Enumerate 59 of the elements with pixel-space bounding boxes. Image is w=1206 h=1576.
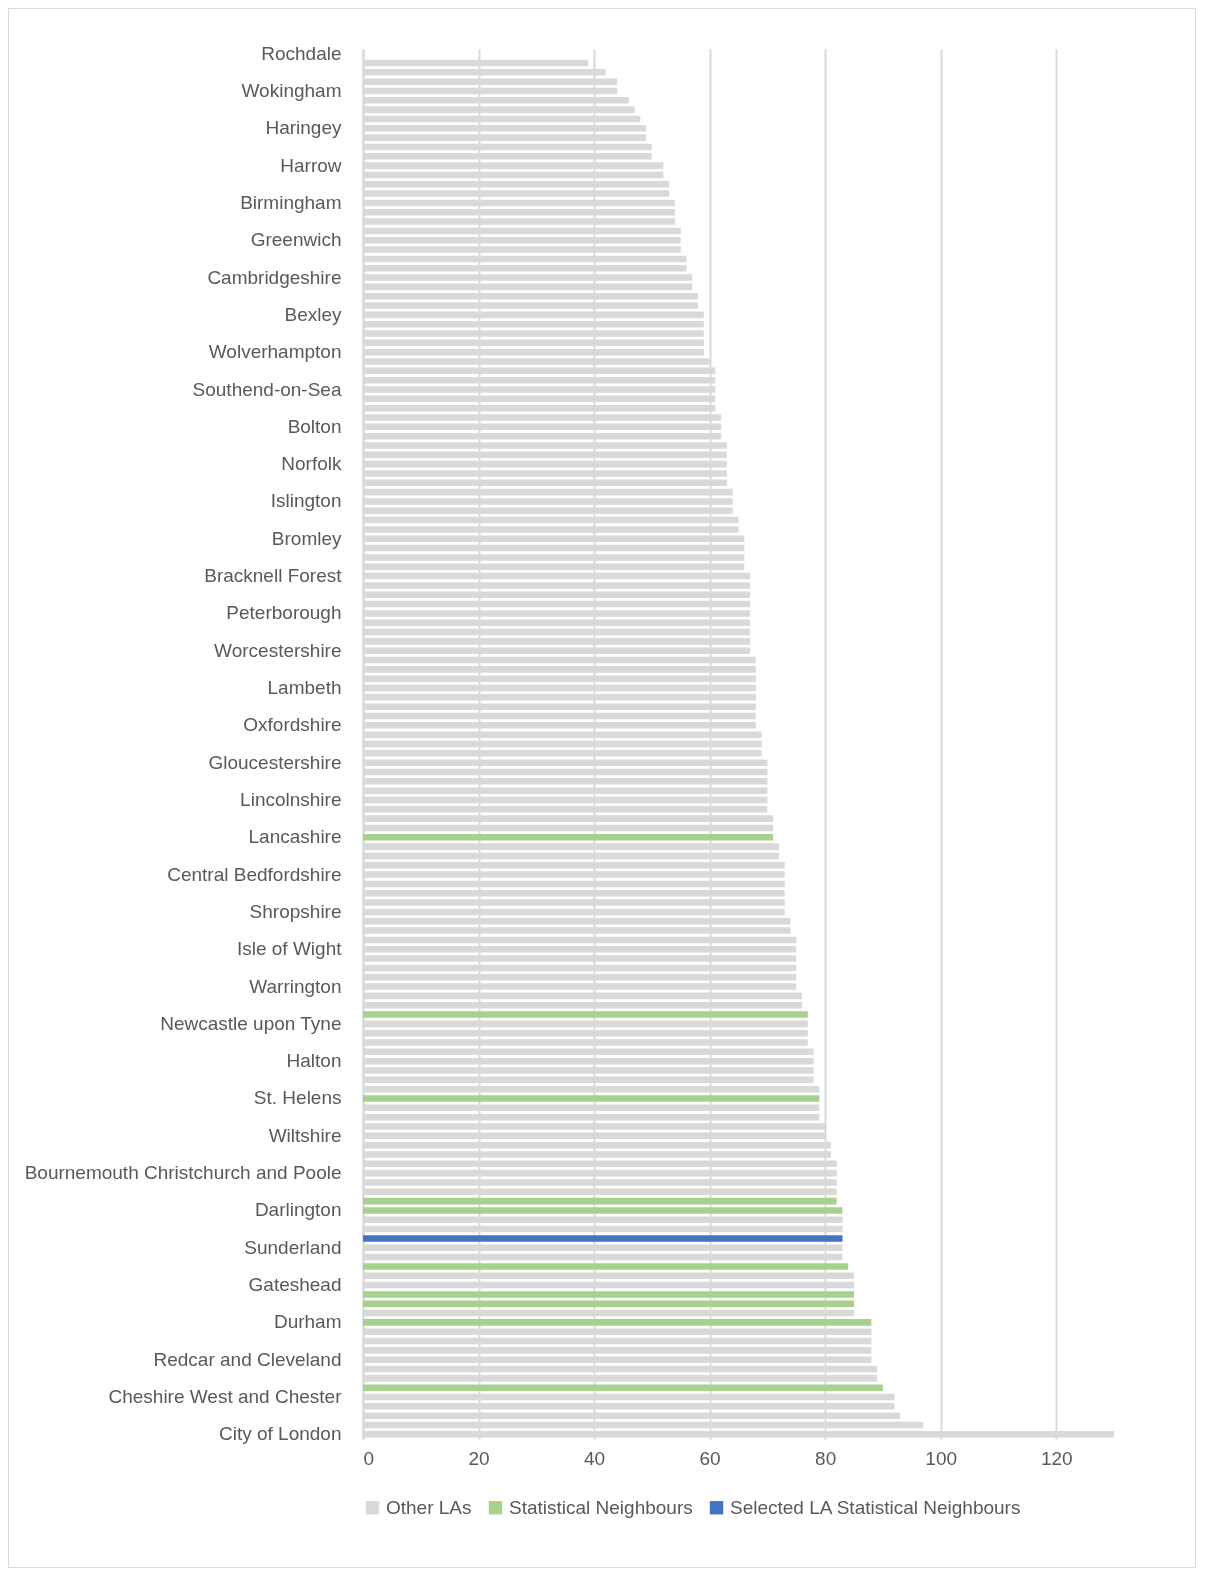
y-tick-label: Durham: [273, 1311, 342, 1333]
y-tick-label: Central Bedfordshire: [167, 863, 342, 885]
y-tick-label: Bexley: [284, 303, 342, 325]
bar: [363, 1011, 808, 1018]
y-tick-label: City of London: [218, 1423, 342, 1445]
y-tick-label: Sunderland: [244, 1236, 342, 1258]
legend-label: Statistical Neighbours: [509, 1496, 693, 1518]
x-tick-label: 100: [925, 1447, 958, 1469]
bar: [363, 1235, 843, 1242]
y-tick-label: Halton: [286, 1050, 342, 1072]
y-tick-label: Warrington: [249, 975, 342, 997]
y-tick-label: Harrow: [280, 154, 342, 176]
y-tick-label: Bolton: [287, 415, 342, 437]
y-tick-label: Darlington: [254, 1199, 342, 1221]
x-tick-label: 80: [815, 1447, 837, 1469]
y-tick-label: Rochdale: [261, 42, 342, 64]
y-tick-label: Bournemouth Christchurch and Poole: [24, 1162, 342, 1184]
bar: [363, 834, 774, 841]
y-tick-label: Oxfordshire: [243, 714, 342, 736]
y-tick-label: Newcastle upon Tyne: [160, 1012, 342, 1034]
bar: [363, 1095, 820, 1102]
bar: [363, 1319, 872, 1326]
bar: [363, 1197, 837, 1205]
bar: [363, 1263, 849, 1270]
bar: [363, 1207, 843, 1214]
y-tick-label: St. Helens: [253, 1087, 342, 1109]
y-tick-label: Shropshire: [249, 900, 342, 922]
y-tick-label: Gloucestershire: [208, 751, 342, 773]
y-tick-label: Bromley: [271, 527, 342, 549]
y-tick-label: Lincolnshire: [240, 788, 342, 810]
y-tick-label: Lambeth: [267, 677, 342, 699]
y-tick-label: Lancashire: [248, 826, 342, 848]
y-tick-label: Bracknell Forest: [204, 565, 343, 587]
y-tick-label: Wolverhampton: [208, 341, 342, 363]
y-tick-label: Greenwich: [250, 229, 342, 251]
y-tick-label: Birmingham: [240, 191, 342, 213]
legend-label: Selected LA Statistical Neighbours: [730, 1496, 1021, 1518]
y-tick-label: Gateshead: [248, 1274, 342, 1296]
bar: [363, 1300, 855, 1307]
x-tick-label: 0: [363, 1447, 375, 1469]
y-tick-label: Cambridgeshire: [207, 266, 342, 288]
y-tick-label: Cheshire West and Chester: [108, 1386, 343, 1408]
bar: [363, 1384, 883, 1391]
x-tick-label: 120: [1040, 1447, 1073, 1469]
x-tick-label: 20: [468, 1447, 490, 1469]
x-tick-label: 60: [699, 1447, 721, 1469]
y-tick-label: Islington: [270, 490, 342, 512]
x-tick-label: 40: [584, 1447, 606, 1469]
y-tick-label: Isle of Wight: [236, 938, 343, 960]
y-tick-label: Worcestershire: [214, 639, 342, 661]
y-tick-label: Norfolk: [281, 453, 342, 475]
y-tick-label: Wiltshire: [268, 1124, 342, 1146]
y-tick-label: Haringey: [265, 117, 342, 139]
y-tick-label: Redcar and Cleveland: [153, 1348, 342, 1370]
legend-label: Other LAs: [386, 1496, 472, 1518]
y-tick-label: Southend-on-Sea: [192, 378, 342, 400]
bar: [363, 1291, 855, 1298]
y-tick-label: Peterborough: [226, 602, 342, 624]
y-tick-label: Wokingham: [241, 79, 342, 101]
